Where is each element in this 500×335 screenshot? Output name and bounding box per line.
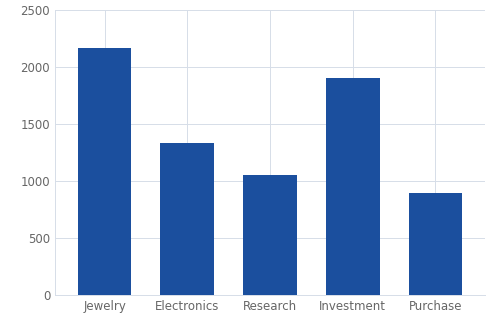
Bar — [243, 175, 297, 295]
Bar — [408, 193, 463, 295]
Bar — [326, 78, 380, 295]
Bar — [78, 48, 132, 295]
Bar — [160, 143, 214, 295]
